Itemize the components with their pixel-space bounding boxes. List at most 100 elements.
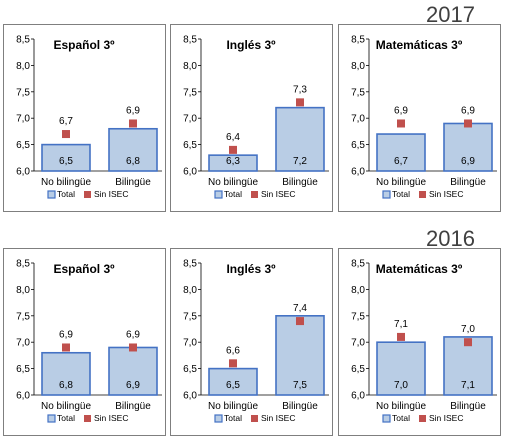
chart-title: Español 3º	[53, 38, 115, 52]
bar-value-label: 6,7	[394, 156, 408, 167]
y-tick-label: 6,0	[183, 391, 197, 402]
legend-sin-isec-label: Sin ISEC	[429, 413, 464, 423]
y-tick-label: 7,5	[351, 311, 365, 322]
marker-value-label: 7,4	[293, 303, 307, 314]
x-category-label: Bilingüe	[282, 177, 318, 188]
legend-total-swatch	[214, 414, 223, 423]
marker-sin-isec	[464, 119, 472, 128]
bar-value-label: 7,1	[461, 380, 475, 391]
y-tick-label: 6,0	[16, 167, 30, 178]
legend-sin-isec-label: Sin ISEC	[261, 189, 296, 199]
marker-sin-isec	[129, 119, 137, 128]
y-tick-label: 8,5	[351, 259, 365, 270]
bar-value-label: 7,2	[293, 156, 307, 167]
y-tick-label: 8,5	[183, 259, 197, 270]
y-tick-label: 8,0	[183, 61, 197, 72]
y-tick-label: 8,5	[183, 35, 197, 46]
y-tick-label: 7,0	[183, 338, 197, 349]
y-tick-label: 7,5	[16, 311, 30, 322]
chart-panel: Matemáticas 3º 6,0 6,5 7,0 7,5 8,0 8,5 7,0 No bi…	[338, 248, 501, 436]
y-tick-label: 6,5	[16, 140, 30, 151]
x-category-label: Bilingüe	[450, 401, 486, 412]
bar-value-label: 6,9	[126, 380, 140, 391]
legend-sin-isec-label: Sin ISEC	[94, 189, 129, 199]
legend-sin-isec-swatch	[419, 415, 426, 422]
bar-total	[108, 127, 158, 172]
legend-sin-isec-swatch	[251, 415, 258, 422]
y-tick-label: 6,0	[351, 167, 365, 178]
bar-total	[376, 133, 426, 172]
y-tick-label: 7,0	[183, 114, 197, 125]
legend-total-label: Total	[224, 189, 242, 199]
bar-total	[376, 341, 426, 396]
y-tick-label: 8,0	[16, 285, 30, 296]
legend-total-swatch	[382, 190, 391, 199]
marker-sin-isec	[129, 343, 137, 352]
year-label-2017: 2017	[426, 2, 475, 27]
chart-svg: Matemáticas 3º 6,0 6,5 7,0 7,5 8,0 8,5 7,0 No bi…	[351, 259, 497, 423]
bar-total	[41, 351, 91, 396]
y-tick-label: 6,0	[183, 167, 197, 178]
chart-panel: Español 3º 6,0 6,5 7,0 7,5 8,0 8,5 6,8 No biling…	[3, 248, 166, 436]
legend-total-swatch	[382, 414, 391, 423]
x-category-label: No bilingüe	[41, 401, 91, 412]
legend-sin-isec-swatch	[84, 191, 91, 198]
x-category-label: No bilingüe	[376, 177, 426, 188]
marker-value-label: 7,1	[394, 319, 408, 330]
marker-value-label: 6,7	[59, 116, 73, 127]
legend-sin-isec-label: Sin ISEC	[429, 189, 464, 199]
marker-sin-isec	[62, 343, 70, 352]
x-category-label: No bilingüe	[376, 401, 426, 412]
chart-svg: Inglés 3º 6,0 6,5 7,0 7,5 8,0 8,5 6,5 No bilingü…	[183, 259, 329, 423]
y-tick-label: 7,5	[183, 311, 197, 322]
marker-value-label: 6,6	[226, 345, 240, 356]
y-tick-label: 8,5	[16, 35, 30, 46]
y-tick-label: 7,5	[351, 87, 365, 98]
chart-title: Inglés 3º	[226, 262, 276, 276]
chart-svg: Inglés 3º 6,0 6,5 7,0 7,5 8,0 8,5 6,3 No bilingü…	[183, 35, 329, 199]
chart-svg: Matemáticas 3º 6,0 6,5 7,0 7,5 8,0 8,5 6,7 No bi…	[351, 35, 497, 199]
marker-value-label: 6,9	[126, 105, 140, 116]
marker-value-label: 6,9	[126, 329, 140, 340]
y-tick-label: 6,5	[183, 140, 197, 151]
x-category-label: No bilingüe	[208, 177, 258, 188]
chart-title: Matemáticas 3º	[376, 38, 463, 52]
x-category-label: No bilingüe	[208, 401, 258, 412]
x-category-label: No bilingüe	[41, 177, 91, 188]
bar-value-label: 6,8	[126, 156, 140, 167]
legend-total-label: Total	[224, 413, 242, 423]
bar-value-label: 7,5	[293, 380, 307, 391]
legend-sin-isec-swatch	[84, 415, 91, 422]
y-tick-label: 8,5	[16, 259, 30, 270]
year-label-2016: 2016	[426, 226, 475, 251]
marker-value-label: 7,0	[461, 324, 475, 335]
x-category-label: Bilingüe	[282, 401, 318, 412]
x-category-label: Bilingüe	[115, 401, 151, 412]
y-tick-label: 8,0	[351, 285, 365, 296]
marker-value-label: 6,4	[226, 132, 240, 143]
chart-svg: Español 3º 6,0 6,5 7,0 7,5 8,0 8,5 6,5 No biling…	[16, 35, 162, 199]
y-tick-label: 6,5	[351, 140, 365, 151]
marker-sin-isec	[229, 359, 237, 368]
marker-value-label: 6,9	[394, 105, 408, 116]
y-tick-label: 7,5	[16, 87, 30, 98]
legend-total-swatch	[47, 414, 56, 423]
bar-total	[208, 154, 258, 172]
y-tick-label: 6,0	[351, 391, 365, 402]
y-tick-label: 8,0	[16, 61, 30, 72]
legend-total-swatch	[214, 190, 223, 199]
marker-sin-isec	[229, 145, 237, 154]
y-tick-label: 7,0	[16, 114, 30, 125]
chart-title: Español 3º	[53, 262, 115, 276]
marker-value-label: 6,9	[461, 105, 475, 116]
chart-panel: Inglés 3º 6,0 6,5 7,0 7,5 8,0 8,5 6,5 No bilingü…	[170, 248, 333, 436]
y-tick-label: 8,5	[351, 35, 365, 46]
marker-sin-isec	[296, 98, 304, 107]
chart-panel: Inglés 3º 6,0 6,5 7,0 7,5 8,0 8,5 6,3 No bilingü…	[170, 24, 333, 212]
bar-value-label: 6,3	[226, 156, 240, 167]
y-tick-label: 8,0	[351, 61, 365, 72]
marker-sin-isec	[62, 130, 70, 139]
y-tick-label: 7,0	[16, 338, 30, 349]
legend-total-label: Total	[392, 413, 410, 423]
y-tick-label: 6,5	[183, 364, 197, 375]
